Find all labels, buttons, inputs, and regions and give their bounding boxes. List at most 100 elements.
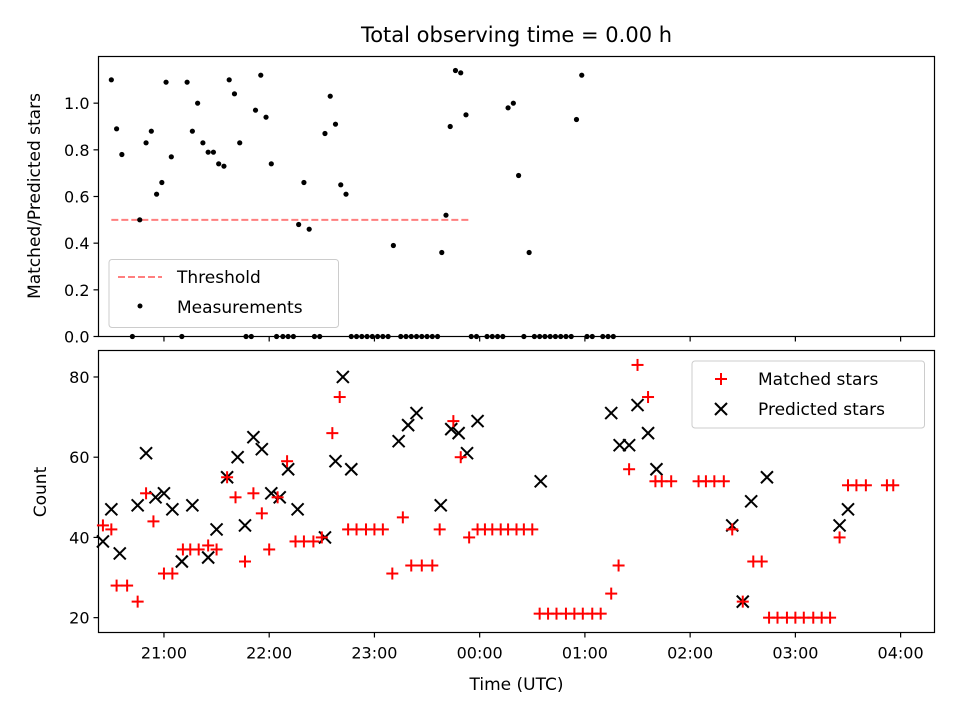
measurement-point <box>306 226 312 232</box>
measurement-point <box>484 333 490 340</box>
matched-point <box>623 463 636 476</box>
top-y-tick-label: 0.0 <box>64 328 89 347</box>
measurement-point <box>237 140 243 146</box>
measurement-point <box>369 333 375 340</box>
measurement-point <box>434 333 441 340</box>
measurement-point <box>589 333 595 340</box>
measurement-point <box>301 179 307 186</box>
bottom-x-tick-label: 23:00 <box>351 644 397 663</box>
predicted-point <box>290 502 305 517</box>
legend-predicted-swatch <box>714 402 728 416</box>
matched-point <box>110 579 123 592</box>
matched-point <box>463 531 476 544</box>
measurement-point <box>327 93 333 99</box>
top-y-tick-label: 1.0 <box>64 94 89 113</box>
matched-point <box>96 519 109 532</box>
measurement-point <box>216 161 222 167</box>
matched-point <box>229 491 242 504</box>
measurement-point <box>163 79 169 85</box>
top-legend: Threshold Measurements <box>108 259 339 328</box>
top-panel: Total observing time = 0.00 h 0.00.20.40… <box>25 23 936 347</box>
predicted-point <box>139 446 153 460</box>
legend-threshold-label: Threshold <box>176 268 261 288</box>
matched-point <box>263 543 276 556</box>
bottom-plot-marks <box>96 358 900 624</box>
matched-point <box>755 555 768 568</box>
bottom-x-tick-label: 01:00 <box>562 644 608 663</box>
predicted-point <box>630 398 645 412</box>
measurement-point <box>439 249 445 256</box>
measurement-point <box>610 333 616 340</box>
predicted-point <box>604 406 618 420</box>
measurement-point <box>452 67 459 74</box>
measurement-point <box>195 100 201 106</box>
predicted-point <box>391 434 406 448</box>
matched-point <box>717 475 730 488</box>
matched-point <box>887 479 900 492</box>
matched-point <box>833 531 846 544</box>
matched-point <box>147 515 160 528</box>
measurement-point <box>468 333 474 340</box>
measurement-point <box>205 149 211 155</box>
measurement-point <box>148 128 154 134</box>
measurement-point <box>558 333 564 340</box>
measurement-point <box>226 77 232 83</box>
matched-point <box>605 587 618 600</box>
matched-point <box>594 607 607 620</box>
bottom-plot-frame <box>97 349 936 634</box>
predicted-point <box>336 370 350 384</box>
predicted-point <box>649 462 664 476</box>
measurement-point <box>398 333 404 340</box>
measurement-point <box>189 128 195 134</box>
matched-point <box>271 491 284 504</box>
measurement-point <box>248 333 254 340</box>
bottom-x-axis: 21:00 22:00 23:00 00:00 01:00 02:00 03:00 04:00 <box>141 632 924 663</box>
predicted-point <box>165 502 180 517</box>
measurement-point <box>443 212 449 218</box>
predicted-point <box>344 462 358 476</box>
measurement-point <box>119 151 125 158</box>
measurement-point <box>231 91 238 97</box>
matched-point <box>202 539 215 552</box>
predicted-point <box>130 498 145 513</box>
matched-point <box>631 358 644 371</box>
measurement-point <box>568 333 574 340</box>
measurement-point <box>505 105 511 111</box>
measurement-point <box>200 140 206 146</box>
measurement-point <box>153 191 160 197</box>
measurement-point <box>489 333 495 340</box>
bottom-x-tick-label: 02:00 <box>667 644 713 663</box>
measurement-point <box>129 333 135 340</box>
measurement-point <box>403 333 409 340</box>
chart-title: Total observing time = 0.00 h <box>360 23 672 47</box>
measurement-point <box>184 79 190 85</box>
predicted-point <box>281 462 295 476</box>
predicted-point <box>328 454 343 468</box>
measurement-point <box>364 333 370 340</box>
bottom-y-tick-label: 60 <box>69 448 89 467</box>
bottom-y-tick-label: 40 <box>69 528 89 547</box>
measurement-point <box>573 116 580 123</box>
measurement-point <box>424 333 430 340</box>
bottom-y-tick-label: 80 <box>69 368 89 387</box>
legend-matched-swatch <box>715 373 727 385</box>
measurement-point <box>473 333 480 340</box>
predicted-point <box>209 522 224 537</box>
bottom-x-tick-label: 21:00 <box>141 644 187 663</box>
matched-point <box>447 415 460 428</box>
measurement-point <box>114 126 120 132</box>
measurement-point <box>179 333 185 340</box>
matched-point <box>454 451 467 464</box>
measurement-point <box>317 333 323 340</box>
top-y-axis-label: Matched/Predicted stars <box>25 93 45 299</box>
matched-point <box>326 427 339 440</box>
measurement-point <box>547 333 553 340</box>
matched-point <box>415 559 428 572</box>
measurement-point <box>273 333 280 340</box>
measurement-point <box>526 249 532 256</box>
predicted-point <box>230 450 245 464</box>
bottom-panel: 20 40 60 80 21:00 22:00 23:00 00:00 01:00 02:00 0… <box>31 349 936 695</box>
measurement-point <box>221 163 227 169</box>
matched-point <box>665 475 678 488</box>
